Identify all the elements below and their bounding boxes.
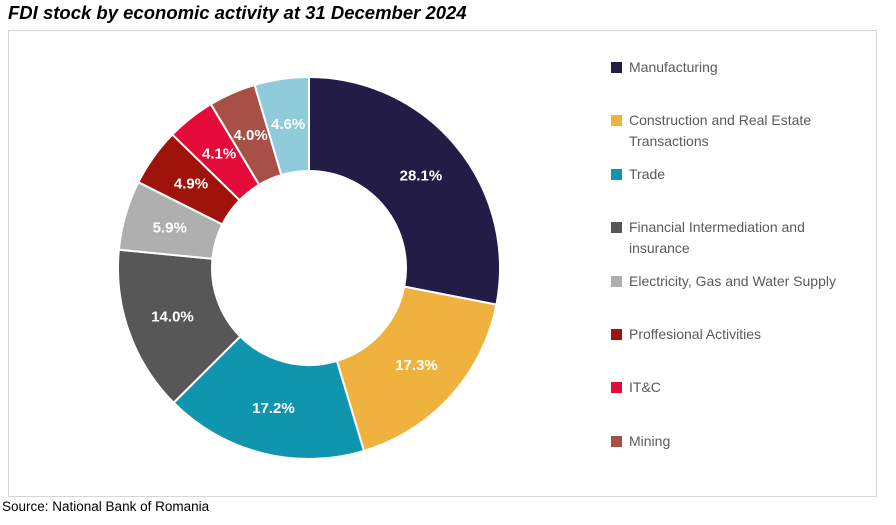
legend-label: Proffesional Activities [629,325,762,342]
legend-marker-icon [611,62,622,73]
slice-data-label-1: 17.3% [395,357,438,374]
chart-legend: Manufacturing Construction and Real Estat… [611,57,867,484]
legend-label: Trade [629,165,666,182]
legend-marker-icon [611,275,622,287]
legend-marker-icon [611,382,622,394]
legend-item-4: Electricity, Gas and Water Supply [611,271,867,324]
slice-data-label-4: 5.9% [153,219,187,236]
chart-title: FDI stock by economic activity at 31 Dec… [8,2,467,23]
legend-item-0: Manufacturing [611,57,867,110]
legend-label: Electricity, Gas and Water Supply [629,272,836,289]
legend-item-1: Construction and Real Estate Transaction… [611,110,867,163]
legend-item-3: Financial Intermediation and insurance [611,217,867,270]
legend-item-2: Trade [611,164,867,217]
legend-marker-icon [611,328,622,340]
chart-area: 28.1% 17.3% 17.2% 14.0% 5.9% 4.9% 4.1% 4.0% 4.6%… [8,30,877,497]
donut-chart: 28.1% 17.3% 17.2% 14.0% 5.9% 4.9% 4.1% 4.0%4.6% [117,75,501,460]
legend-item-5: Proffesional Activities [611,324,867,377]
slice-data-label-8: 4.6% [271,116,305,133]
legend-label: IT&C [629,379,661,396]
slice-data-label-6: 4.1% [202,146,236,163]
legend-item-7: Mining [611,431,867,484]
legend-label: Financial Intermediation and insurance [629,219,805,257]
pie-slice-1 [335,285,498,453]
legend-marker-icon [611,115,622,127]
slice-data-label-7: 4.0% [233,127,267,144]
legend-item-6: IT&C [611,377,867,430]
legend-label: Construction and Real Estate Transaction… [629,112,812,150]
slice-data-label-5: 4.9% [174,175,208,192]
slice-data-label-0: 28.1% [400,167,443,184]
legend-marker-icon [611,435,622,447]
legend-label: Manufacturing [629,59,718,75]
slice-data-label-2: 17.2% [252,400,295,417]
slice-data-label-3: 14.0% [151,308,194,325]
pie-slice-8 [253,75,310,177]
legend-label: Mining [629,432,671,449]
pie-slice-2 [172,335,366,460]
pie-slice-0 [308,75,501,306]
legend-marker-icon [611,168,622,180]
legend-marker-icon [611,222,622,234]
source-note: Source: National Bank of Romania [2,499,210,514]
